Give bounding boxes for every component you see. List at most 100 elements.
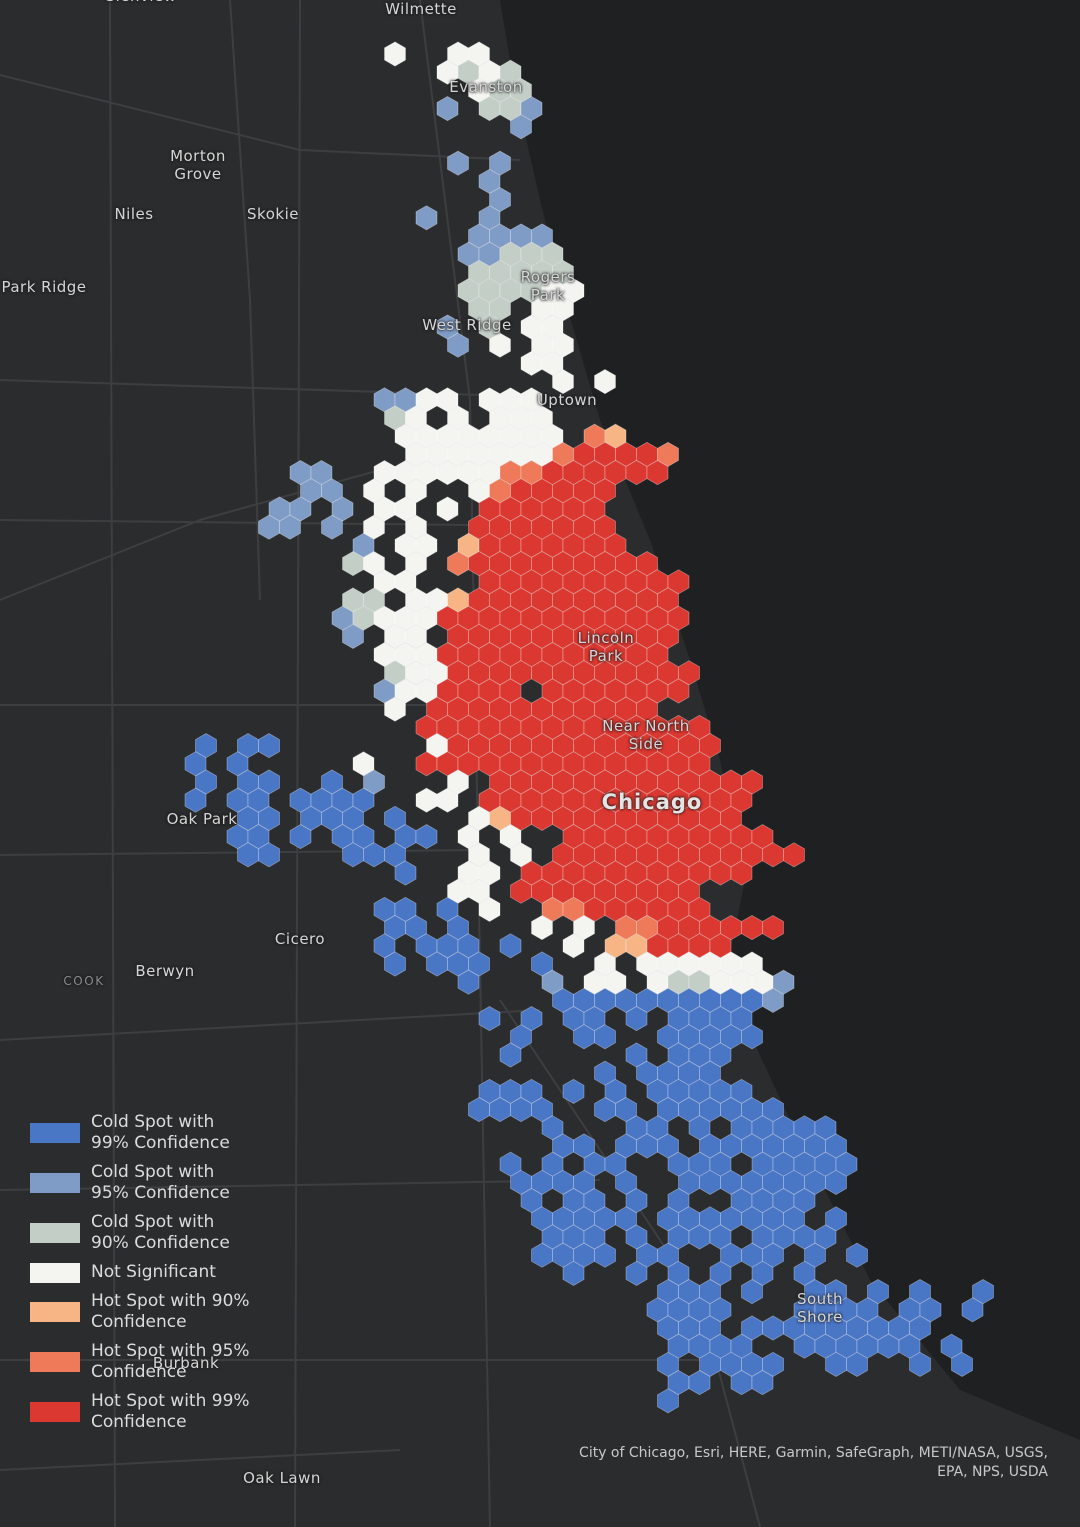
hex-bin [247, 824, 270, 850]
hex-bin [489, 332, 511, 358]
hex-bin [520, 1188, 543, 1214]
hex-bin [699, 1279, 721, 1305]
place-label: Cicero [274, 930, 326, 948]
hex-bin [751, 824, 774, 850]
hex-bin [667, 569, 690, 595]
hex-bin [447, 915, 469, 941]
hex-bin [667, 605, 690, 631]
place-label: Skokie [247, 205, 299, 223]
hex-bin [604, 969, 627, 995]
hex-bin [583, 1224, 606, 1250]
hex-bin [783, 1206, 805, 1232]
hex-bin [552, 369, 574, 395]
hex-bin [825, 1133, 847, 1159]
hex-bin [384, 842, 406, 868]
hex-bin [751, 1370, 774, 1396]
legend-label: Not Significant [91, 1262, 216, 1282]
hex-bin [814, 1224, 837, 1250]
hex-bin [646, 1115, 669, 1141]
hex-bin [625, 1006, 648, 1032]
hex-bin [541, 1115, 564, 1141]
hex-bin [846, 1351, 868, 1377]
hex-bin [321, 514, 343, 540]
hex-bin [384, 696, 406, 722]
hex-bin [510, 842, 532, 868]
hex-bin [825, 1279, 847, 1305]
hex-bin [583, 496, 606, 522]
hex-bin [457, 969, 480, 995]
hex-bin [636, 696, 658, 722]
legend-swatch [30, 1223, 80, 1243]
hex-bin [384, 41, 406, 67]
legend-label: Cold Spot with 90% Confidence [91, 1212, 230, 1253]
hex-bin [709, 1224, 732, 1250]
place-label: Burbank [152, 1354, 220, 1372]
hex-bin [583, 1188, 606, 1214]
hex-bin [510, 114, 532, 140]
legend-swatch [30, 1262, 80, 1283]
hex-bin [457, 933, 480, 959]
place-label: COOK [63, 974, 105, 988]
legend-item: Hot Spot with 99% Confidence [30, 1391, 270, 1433]
place-label: Rogers Park [520, 268, 576, 304]
hex-bin [520, 1006, 543, 1032]
hex-bin [499, 933, 522, 959]
hex-bin [436, 787, 459, 813]
place-label: Oak Park [166, 810, 238, 828]
hex-bin [373, 933, 396, 959]
hex-bin [394, 860, 417, 886]
hex-bin [226, 751, 249, 777]
hex-bin [405, 623, 427, 649]
hex-bin [352, 751, 375, 777]
hex-bin [909, 1315, 931, 1341]
hex-bin [499, 59, 522, 85]
legend: Cold Spot with 99% Confidence Cold Spot w… [30, 1112, 270, 1441]
place-label: Berwyn [135, 962, 195, 980]
hex-bin [625, 1188, 648, 1214]
hex-bin [331, 496, 354, 522]
hex-bin [279, 514, 301, 540]
hex-bin [510, 1024, 532, 1050]
hex-bin [531, 1097, 553, 1123]
hex-bin [657, 1133, 679, 1159]
place-label: Park Ridge [1, 278, 87, 296]
hex-bin [562, 933, 585, 959]
hex-bin [825, 1206, 847, 1232]
hex-bin [468, 842, 490, 868]
place-label: South Shore [796, 1290, 844, 1326]
hex-bin [195, 733, 217, 759]
hex-bin [657, 623, 679, 649]
hex-bin [384, 951, 406, 977]
legend-swatch [30, 1173, 80, 1193]
hex-bin [405, 551, 427, 577]
hex-bin [184, 787, 207, 813]
hex-bin [447, 332, 469, 358]
hex-bin [741, 1279, 763, 1305]
hex-bin [363, 514, 385, 540]
hex-bin [762, 915, 784, 941]
place-label: Lincoln Park [577, 629, 635, 665]
legend-label: Hot Spot with 99% Confidence [91, 1391, 250, 1432]
hex-bin [961, 1297, 984, 1323]
hex-bin [583, 1006, 606, 1032]
hex-bin [573, 1133, 595, 1159]
legend-label: Cold Spot with 95% Confidence [91, 1162, 230, 1203]
hex-bin [972, 1279, 994, 1305]
hex-bin [478, 896, 501, 922]
hex-bin [615, 1206, 637, 1232]
place-label: Morton Grove [170, 147, 226, 183]
hex-bin [867, 1279, 889, 1305]
hex-bin [688, 751, 711, 777]
place-label: Uptown [536, 391, 598, 409]
hex-bin [825, 1169, 847, 1195]
place-label: Oak Lawn [243, 1469, 321, 1487]
hex-bin [909, 1279, 931, 1305]
hex-bin [520, 96, 543, 122]
hex-bin [657, 1388, 679, 1414]
legend-item: Not Significant [30, 1262, 270, 1283]
hex-bin [184, 751, 207, 777]
hex-bin [709, 1297, 732, 1323]
attribution: City of Chicago, Esri, HERE, Garmin, Saf… [579, 1445, 1048, 1480]
